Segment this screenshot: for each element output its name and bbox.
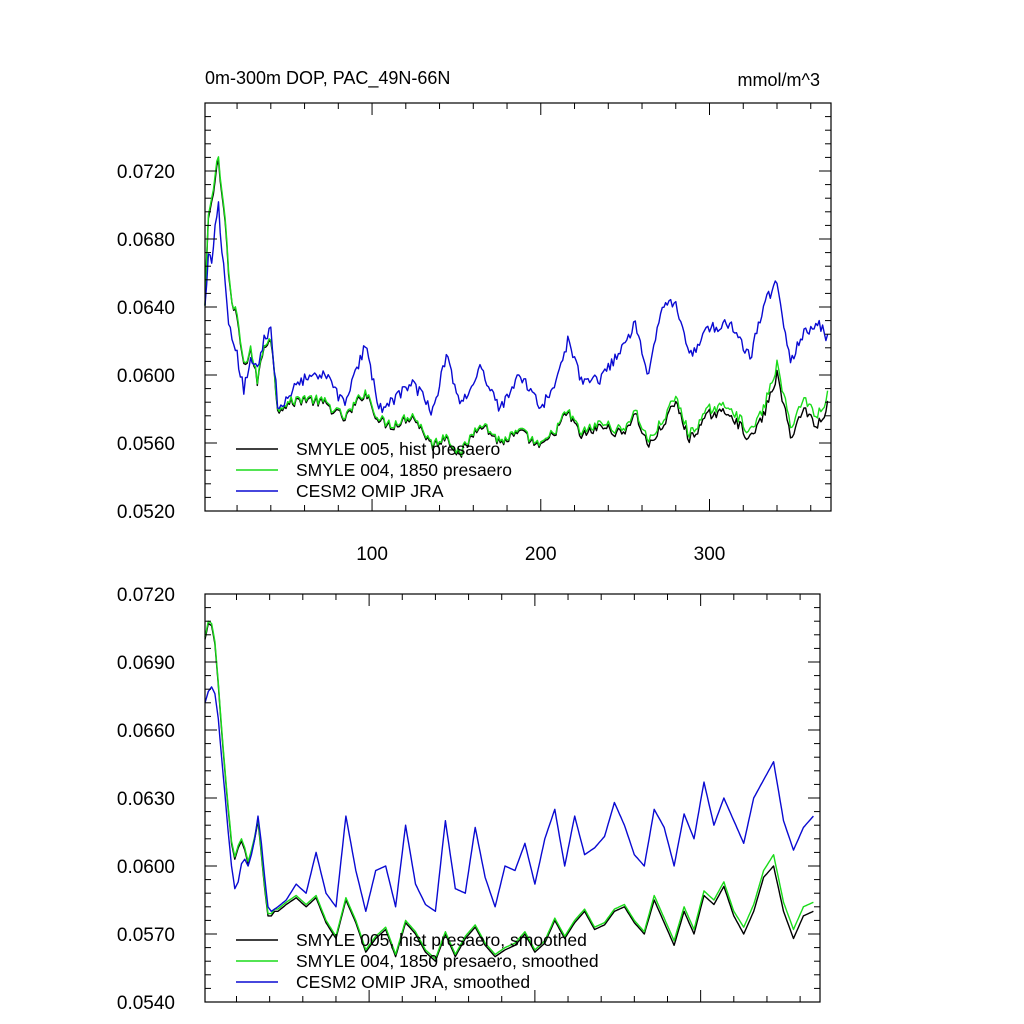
series-line-2 (204, 156, 829, 457)
y-tick-label: 0.0630 (117, 789, 175, 810)
y-tick-label: 0.0540 (117, 993, 175, 1014)
series-line-2 (204, 620, 814, 960)
y-tick-label: 0.0660 (117, 721, 175, 742)
bottom-panel: 0.0540 0.0570 0.0600 0.0630 0.0660 0.0690 0.07… (117, 585, 821, 1014)
y-tick-label: 0.0560 (117, 434, 175, 455)
top-plot-frame (204, 102, 832, 512)
y-tick-label: 0.0520 (117, 502, 175, 523)
top-axes-layer: 0.0520 0.0560 0.0600 0.0640 0.0680 0.0720 100 2… (117, 102, 831, 565)
series-line-3 (204, 686, 814, 912)
y-tick-label: 0.0680 (117, 230, 175, 251)
y-tick-label: 0.0570 (117, 925, 175, 946)
top-series-layer (204, 156, 829, 458)
series-line-1 (204, 159, 829, 458)
legend-label: SMYLE 005, hist presaero (296, 439, 500, 459)
panel-title: 0m-300m DOP, PAC_49N-66N (205, 68, 450, 89)
units-label: mmol/m^3 (738, 70, 820, 90)
x-tick-label: 100 (356, 544, 388, 565)
legend-label: SMYLE 004, 1850 presaero (296, 460, 512, 480)
x-tick-label: 200 (525, 544, 557, 565)
legend-label: SMYLE 004, 1850 presaero, smoothed (296, 951, 599, 971)
bottom-legend: SMYLE 005, hist presaero, smoothedSMYLE … (236, 930, 599, 992)
bottom-plot-frame (204, 593, 821, 1003)
legend-label: CESM2 OMIP JRA, smoothed (296, 972, 530, 992)
x-tick-label: 300 (694, 544, 726, 565)
y-tick-label: 0.0720 (117, 162, 175, 183)
series-line-3 (204, 201, 829, 416)
series-line-1 (204, 622, 814, 962)
legend-label: SMYLE 005, hist presaero, smoothed (296, 930, 587, 950)
bottom-series-layer (204, 620, 814, 962)
y-tick-label: 0.0690 (117, 653, 175, 674)
y-tick-label: 0.0720 (117, 585, 175, 606)
y-tick-label: 0.0600 (117, 366, 175, 387)
y-tick-label: 0.0640 (117, 298, 175, 319)
legend-label: CESM2 OMIP JRA (296, 481, 444, 501)
top-panel: 0m-300m DOP, PAC_49N-66N mmol/m^3 0.0520… (117, 68, 832, 565)
y-tick-label: 0.0600 (117, 857, 175, 878)
